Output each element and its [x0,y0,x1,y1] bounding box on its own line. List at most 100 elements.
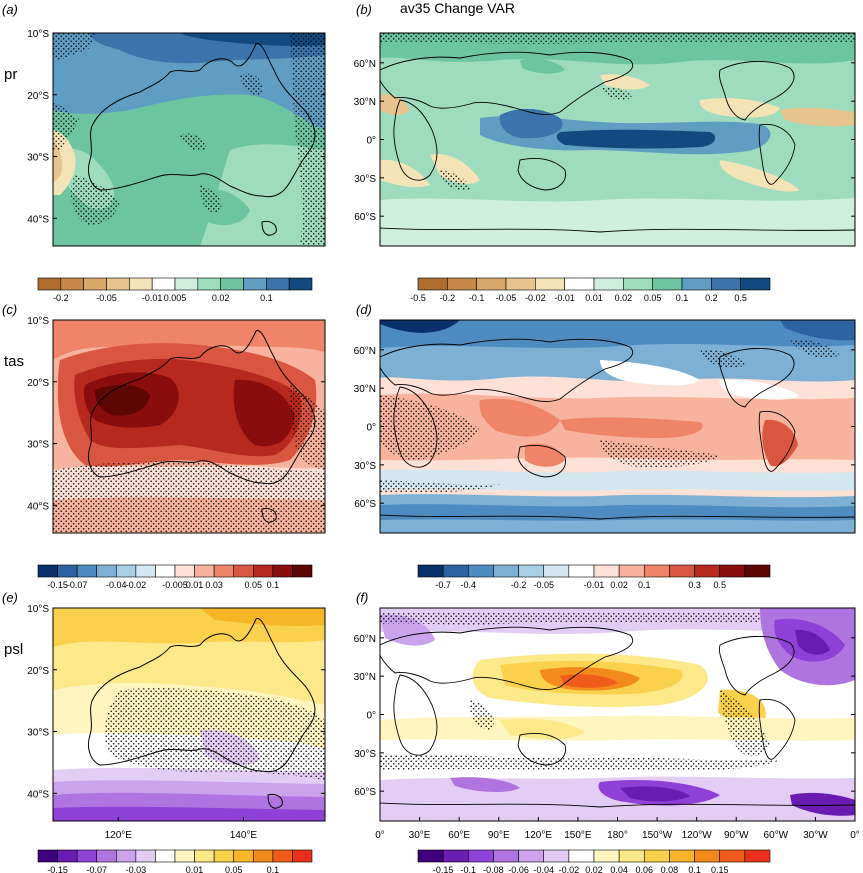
colorbar-label: 0.2 [705,293,718,303]
panel-d-axes: 60°N 30°N 0° 30°S 60°S [354,346,855,510]
panel-f-colorbar: -0.15 -0.1 -0.08 -0.06 -0.04 -0.02 0.02 0.04 0.0… [417,849,771,873]
colorbar-swatch [669,849,695,863]
colorbar-swatch [151,277,176,291]
colorbar-label: -0.08 [483,865,504,873]
colorbar-label: 0.1 [688,865,701,873]
colorbar-label: 0.04 [610,865,628,873]
colorbar-swatch [417,277,448,291]
colorbar-label: 0.06 [636,865,654,873]
colorbar-label: -0.01 [142,293,163,303]
colorbar-swatch [272,564,293,578]
panel-c-variable: tas [4,353,24,370]
colorbar-label: 0.1 [267,580,280,590]
colorbar-swatch [593,277,624,291]
colorbar-swatch [618,849,645,863]
colorbar-label: 0.02 [585,865,603,873]
panel-c-axes: 10°S 20°S 30°S 40°S [27,316,325,512]
colorbar-swatch [292,849,313,863]
colorbar-swatch [518,849,545,863]
colorbar-label: 0.1 [676,293,689,303]
colorbar-swatch [669,564,695,578]
colorbar-label: 0.1 [260,293,273,303]
colorbar-swatch [643,849,670,863]
colorbar-swatch [194,849,215,863]
colorbar-swatch [505,277,536,291]
colorbar-label: -0.15 [433,865,454,873]
colorbar-swatch [417,849,444,863]
colorbar-label: -0.15 [47,865,68,873]
colorbar-swatch [213,849,235,863]
colorbar-label: 0.05 [644,293,662,303]
panel-e-colorbar: -0.15 -0.07 -0.03 0.01 0.05 0.1 [37,849,313,873]
colorbar-label: 0.5 [734,293,747,303]
colorbar-swatch [543,564,570,578]
panel-e-frame [52,607,326,822]
colorbar-swatch [174,849,195,863]
colorbar-swatch [442,564,469,578]
colorbar-label: -0.005 [162,580,188,590]
x-tick-label: 30°W [803,830,828,841]
y-tick-label: 60°N [354,346,376,357]
colorbar-swatch [129,277,153,291]
colorbar-label: -0.07 [86,865,107,873]
colorbar-swatch [272,849,293,863]
colorbar-swatch [711,277,741,291]
colorbar-swatch [233,564,254,578]
colorbar-swatch [593,849,620,863]
panel-d-field [380,320,855,533]
colorbar-swatch [568,564,595,578]
panel-b-axes: 60°N 30°N 0° 30°S 60°S [354,59,855,223]
colorbar-label: -0.5 [410,293,426,303]
colorbar-label: -0.02 [126,580,147,590]
y-tick-label: 60°N [354,634,376,645]
colorbar-label: 0.02 [615,293,633,303]
x-tick-label: 120°E [105,830,133,841]
colorbar-swatch [564,277,595,291]
panel-a-axes: 10°S 20°S 30°S 40°S [27,29,325,225]
colorbar-label: -0.7 [435,580,451,590]
colorbar-label: 0.08 [661,865,679,873]
colorbar-swatch [518,564,545,578]
colorbar-label: -0.05 [496,293,517,303]
colorbar-label: 0.03 [205,580,223,590]
colorbar-swatch [694,564,721,578]
colorbar-swatch [740,277,771,291]
colorbar-label: 0.01 [186,865,204,873]
x-tick-label: 120°W [682,830,713,841]
panel-d: (d) 60°N 30°N 0° 30°S 60°S -0.7 -0.4 -0.2 -0.05… [354,302,856,590]
colorbar-swatch [535,277,565,291]
colorbar-label: -0.05 [533,580,554,590]
colorbar-label: 0.15 [711,865,729,873]
colorbar-swatch [174,277,199,291]
x-tick-label: 180° [607,830,628,841]
y-tick-label: 20°S [27,91,49,102]
colorbar-label: -0.2 [53,293,69,303]
colorbar-swatch [543,849,570,863]
colorbar-swatch [233,849,254,863]
y-tick-label: 0° [366,711,376,722]
colorbar-label: -0.01 [554,293,575,303]
panel-b-colorbar: -0.5 -0.2 -0.1 -0.05 -0.02 -0.01 0.01 0.02 0.05 0… [410,277,771,303]
colorbar-label: 0.1 [267,865,280,873]
colorbar-swatch [83,277,107,291]
colorbar-swatch [719,564,746,578]
panel-d-colorbar: -0.7 -0.4 -0.2 -0.05 -0.01 0.02 0.1 0.3 0.5 [417,564,771,590]
panel-e: (e) psl 10°S 20°S 30°S 40°S 120°E 140°E -0.15… [2,590,326,873]
x-tick-label: 140°E [230,830,258,841]
colorbar-swatch [194,564,215,578]
panel-c-label: (c) [2,302,17,317]
colorbar-label: -0.01 [584,580,605,590]
colorbar-swatch [37,277,62,291]
colorbar-swatch [243,277,267,291]
colorbar-label: 0.005 [164,293,187,303]
colorbar-swatch [266,277,290,291]
colorbar-swatch [493,849,519,863]
colorbar-label: -0.06 [508,865,529,873]
colorbar-swatch [155,564,176,578]
colorbar-label: 0.05 [225,865,243,873]
y-tick-label: 60°S [354,499,376,510]
panel-e-label: (e) [2,590,18,605]
colorbar-swatch [57,849,78,863]
colorbar-swatch [96,564,117,578]
figure-title: av35 Change VAR [400,0,515,16]
